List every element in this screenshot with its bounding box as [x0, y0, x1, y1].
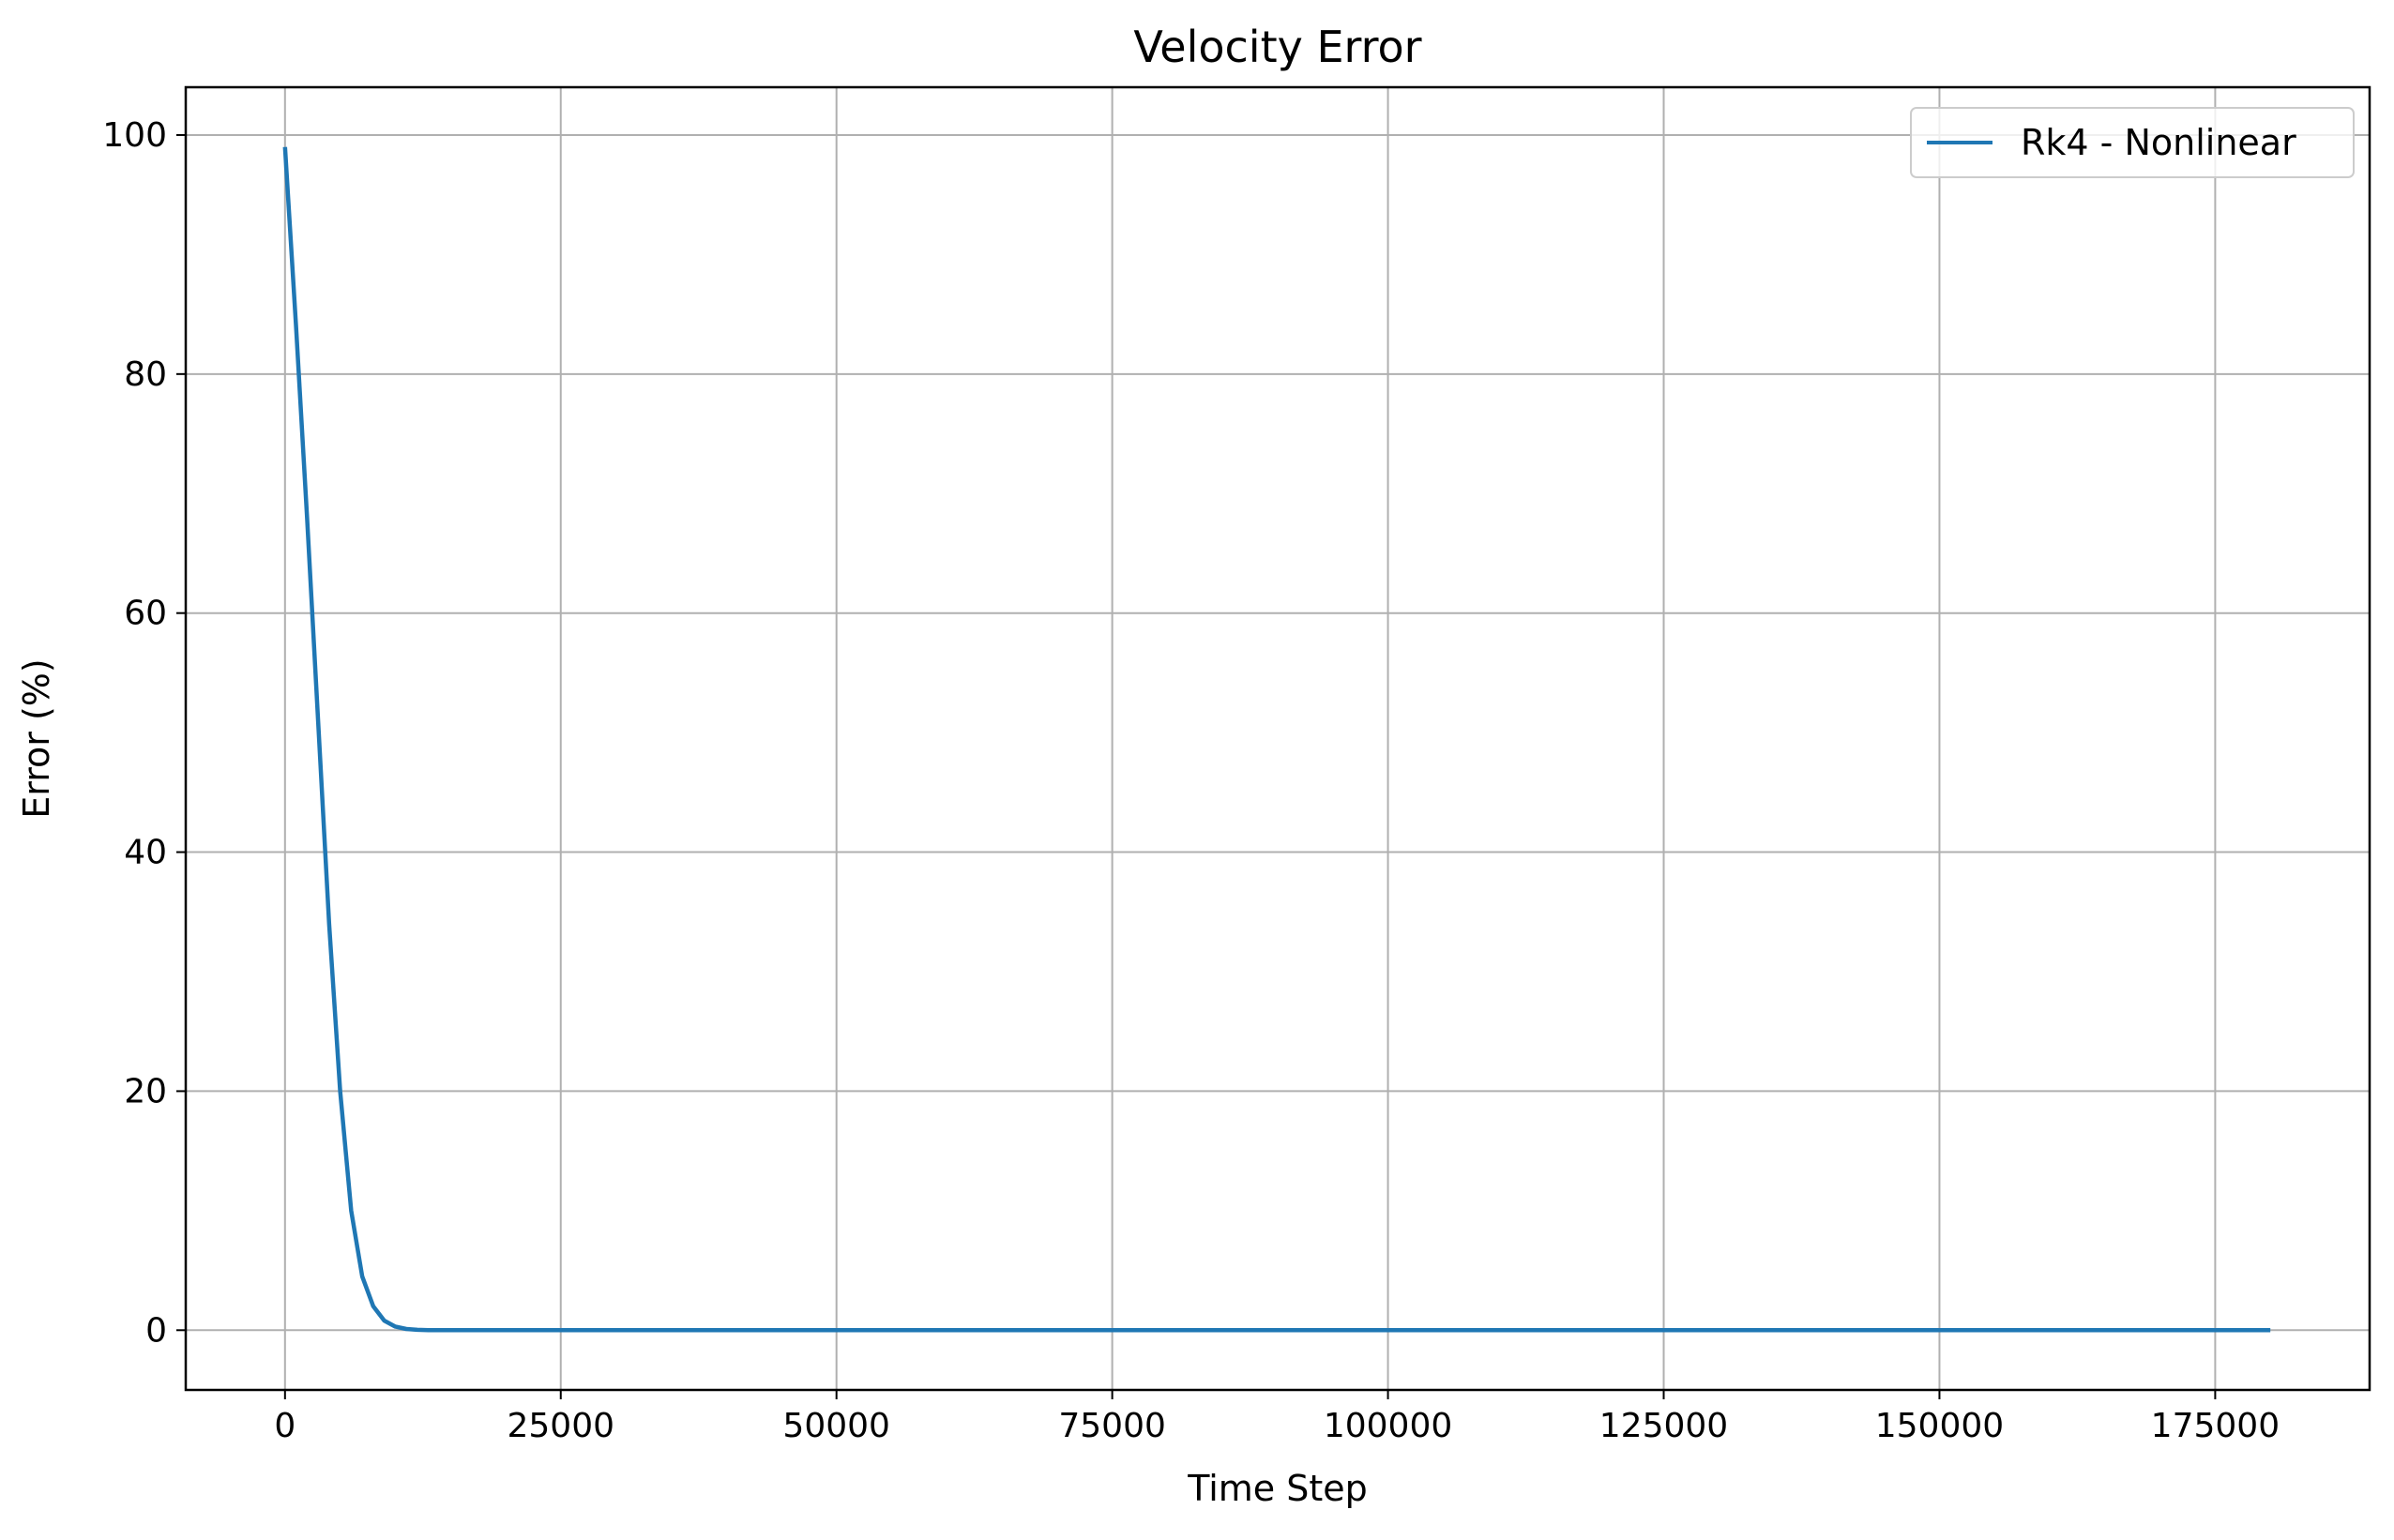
- plot-frame: [184, 85, 2371, 1392]
- y-tick-label: 40: [124, 834, 167, 872]
- legend-entry-label: Rk4 - Nonlinear: [2021, 122, 2296, 163]
- series-line: [282, 146, 2271, 1333]
- y-tick-label: 60: [124, 595, 167, 633]
- y-tick-label: 20: [124, 1072, 167, 1110]
- series-layer: [282, 146, 2271, 1333]
- legend: Rk4 - Nonlinear: [1910, 107, 2355, 178]
- x-tick-label: 0: [274, 1407, 295, 1445]
- x-tick-label: 100000: [1324, 1407, 1452, 1445]
- x-tick-label: 50000: [782, 1407, 890, 1445]
- y-tick-label: 0: [145, 1311, 167, 1350]
- x-tick-label: 25000: [507, 1407, 614, 1445]
- x-axis-label: Time Step: [1187, 1468, 1368, 1509]
- y-axis-label: Error (%): [16, 658, 57, 818]
- x-tick-label: 150000: [1875, 1407, 2004, 1445]
- chart-title: Velocity Error: [1133, 22, 1421, 72]
- y-tick-label: 100: [102, 116, 167, 155]
- x-tick-label: 75000: [1058, 1407, 1166, 1445]
- x-tick-label: 125000: [1599, 1407, 1728, 1445]
- legend-box: [1910, 107, 2355, 178]
- x-tick-label: 175000: [2151, 1407, 2280, 1445]
- tick-layer: 0 25000 50000 75000 100000 125000 150000 175000…: [102, 116, 2280, 1445]
- y-tick-label: 80: [124, 355, 167, 394]
